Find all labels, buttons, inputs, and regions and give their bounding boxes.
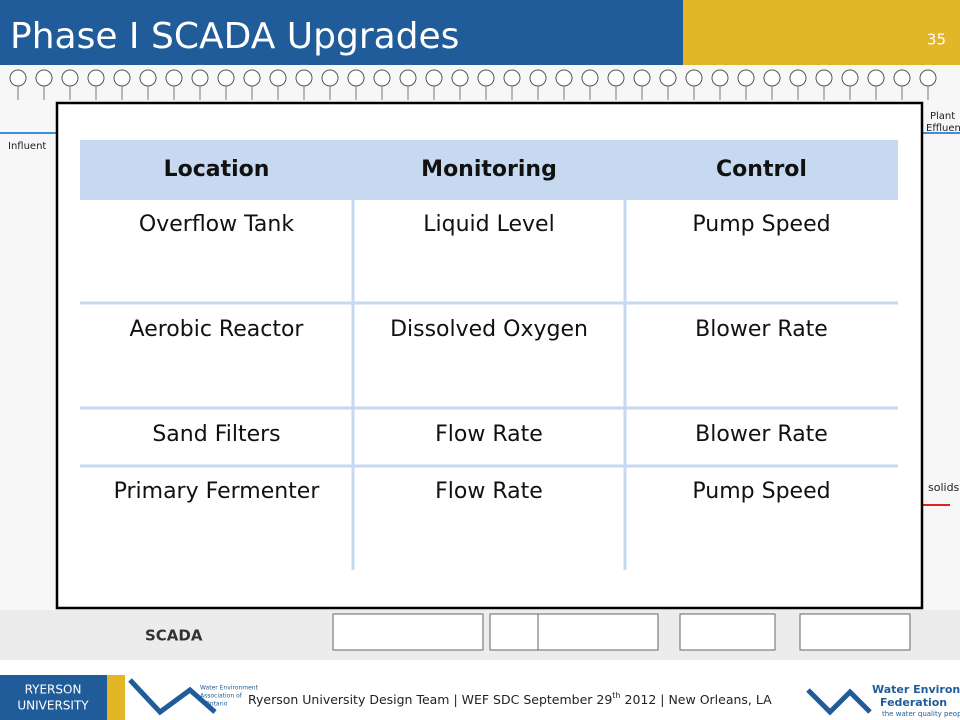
cell: Flow Rate: [435, 422, 543, 447]
logo-text: Water Environment: [200, 685, 259, 692]
scada-box: [679, 613, 776, 651]
instrument: [165, 69, 183, 87]
instrument: [711, 69, 729, 87]
cell: Dissolved Oxygen: [390, 317, 588, 342]
logo-text: Federation: [880, 696, 947, 709]
accent-band: [683, 0, 960, 65]
title: Phase I SCADA Upgrades: [10, 16, 459, 57]
logo-text: RYERSON: [25, 683, 82, 697]
table: Location Monitoring Control Overflow Tank Li…: [80, 157, 898, 570]
instrument: [295, 69, 313, 87]
page-number: 35: [927, 31, 946, 49]
instrument: [477, 69, 495, 87]
wef-logo: [806, 688, 872, 716]
cell: Primary Fermenter: [114, 479, 321, 504]
scada-box: [537, 613, 659, 651]
logo-accent: [107, 675, 125, 720]
footer-part: Ryerson University Design Team | WEF SDC…: [248, 692, 612, 707]
logo-text: Water Environment: [872, 683, 960, 696]
scada-box: [799, 613, 911, 651]
label: Effluent: [926, 123, 960, 134]
cell: Flow Rate: [435, 479, 543, 504]
cell: Liquid Level: [423, 212, 554, 237]
cell: Overflow Tank: [139, 212, 294, 237]
footer-text: Ryerson University Design Team | WEF SDC…: [248, 691, 772, 707]
instrument: [217, 69, 235, 87]
instrument: [867, 69, 885, 87]
title-band: [0, 0, 683, 65]
instrument: [425, 69, 443, 87]
instrument: [555, 69, 573, 87]
instrument: [685, 69, 703, 87]
column-header: Monitoring: [421, 157, 557, 182]
instrument: [191, 69, 209, 87]
instrument: [529, 69, 547, 87]
label: solids: [928, 481, 960, 494]
instrument: [815, 69, 833, 87]
instrument: [347, 69, 365, 87]
column-header: Location: [164, 157, 270, 182]
cell: Blower Rate: [695, 422, 828, 447]
instrument: [503, 69, 521, 87]
logo-text: the water quality people: [882, 710, 960, 718]
logo-text: Ontario: [205, 701, 228, 708]
logo-text: Association of: [200, 693, 243, 700]
weao-logo: [128, 678, 217, 716]
cell: Blower Rate: [695, 317, 828, 342]
instrument: [243, 69, 261, 87]
instrument: [451, 69, 469, 87]
instrument: [35, 69, 53, 87]
ryerson-logo: [0, 675, 107, 720]
instrument: [321, 69, 339, 87]
label: Influent: [8, 141, 46, 152]
instrument: [399, 69, 417, 87]
instrument: [269, 69, 287, 87]
instrument: [607, 69, 625, 87]
scada-box: [332, 613, 484, 651]
label: SCADA: [145, 627, 203, 645]
column-header: Control: [716, 157, 807, 182]
table-header: [80, 140, 898, 200]
instrument: [113, 69, 131, 87]
instrument: [763, 69, 781, 87]
instrument: [633, 69, 651, 87]
cell: Pump Speed: [692, 479, 830, 504]
cell: Pump Speed: [692, 212, 830, 237]
footer-sup: th: [612, 691, 620, 700]
instrument: [581, 69, 599, 87]
cell: Aerobic Reactor: [130, 317, 305, 342]
instrument: [841, 69, 859, 87]
instrument: [9, 69, 27, 87]
instrument: [789, 69, 807, 87]
logo-text: UNIVERSITY: [17, 699, 89, 713]
instrument: [139, 69, 157, 87]
instrument: [61, 69, 79, 87]
instrument: [87, 69, 105, 87]
instrument: [373, 69, 391, 87]
instrument: [737, 69, 755, 87]
instrument: [659, 69, 677, 87]
instrument: [893, 69, 911, 87]
cell: Sand Filters: [152, 422, 280, 447]
footer-part: 2012 | New Orleans, LA: [621, 692, 773, 707]
label: Plant: [930, 111, 955, 122]
instrument: [919, 69, 937, 87]
